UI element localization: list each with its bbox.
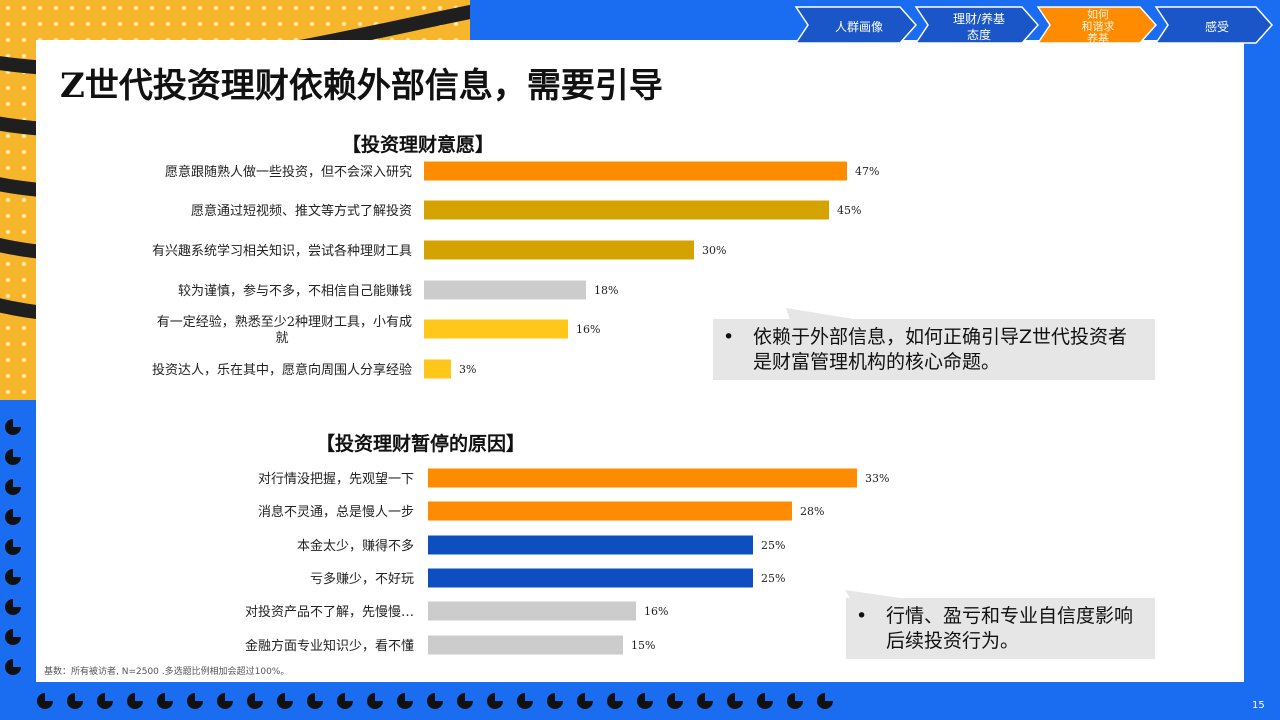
chart-1-category-label: 投资达人，乐在其中，愿意向周围人分享经验 [152,362,412,378]
chart-1-bar [424,200,829,220]
chart-2-bar [428,468,857,488]
pacman-dot [547,693,563,709]
nav-item-persona[interactable]: 人群画像 [834,20,883,34]
pacman-dot [5,479,21,495]
chart-2-bar [428,501,792,521]
pacman-dot [5,419,21,435]
pacman-dot [5,659,21,675]
nav-chevron-3[interactable] [1036,6,1158,44]
page-number: 15 [1252,700,1265,711]
nav-item-attitude[interactable]: 理财/养基 态度 [952,12,1006,42]
pacman-dot [487,693,503,709]
pacman-dot [787,693,803,709]
pacman-dot [157,693,173,709]
pacman-dot [247,693,263,709]
chart-1-data-label: 3% [459,363,476,376]
chart-2-data-label: 28% [800,505,824,518]
chart-1-data-label: 18% [594,284,618,297]
chart-1-category-label: 有兴趣系统学习相关知识，尝试各种理财工具 [152,243,412,259]
chart-1-bar [424,240,694,260]
nav-item-feeling[interactable]: 感受 [1204,20,1229,34]
nav-item-how[interactable]: 如何 和谐求 养基 [1081,8,1115,45]
nav-chevrons [794,6,1274,44]
callout-2-bullet: • [856,605,868,627]
chart-1-data-label: 16% [576,323,600,336]
chart-1-bar [424,280,586,300]
pacman-dot [5,599,21,615]
nav-chevron-1[interactable] [794,6,918,44]
pacman-dot [5,629,21,645]
pacman-dot [637,693,653,709]
chart-1-data-label: 30% [702,244,726,257]
chart-2-title: 【投资理财暂停的原因】 [316,433,526,455]
callout-2: • 行情、盈亏和专业自信度影响后续投资行为。 [846,598,1155,659]
pacman-dot [457,693,473,709]
chart-2-data-label: 25% [761,572,785,585]
chart-1-bar [424,359,451,379]
pacman-dot [367,693,383,709]
chart-2-bar [428,535,753,555]
footnote: 基数：所有被访者, N=2500 .多选题比例相加会超过100%。 [44,667,290,677]
pacman-dot [5,449,21,465]
chart-2-category-label: 对投资产品不了解，先慢慢… [245,604,414,620]
pacman-dot [307,693,323,709]
callout-1-text: 依赖于外部信息，如何正确引导Z世代投资者是财富管理机构的核心命题。 [753,326,1128,373]
pacman-dot [757,693,773,709]
chart-2-bar [428,635,623,655]
pacman-dot [337,693,353,709]
chart-1-data-label: 45% [837,204,861,217]
pacman-dot [187,693,203,709]
chart-2-data-label: 15% [631,639,655,652]
section-nav: 人群画像 理财/养基 态度 如何 和谐求 养基 感受 [794,5,1274,45]
pacman-dot [37,693,53,709]
chart-2-category-label: 金融方面专业知识少，看不懂 [245,638,414,654]
nav-chevron-2[interactable] [914,6,1040,44]
chart-1-bar [424,161,847,181]
pacman-dot [817,693,833,709]
pacman-dot [5,539,21,555]
chart-2-data-label: 25% [761,539,785,552]
chart-2-category-label: 对行情没把握，先观望一下 [258,471,414,487]
chart-1-category-label: 较为谨慎，参与不多，不相信自己能赚钱 [178,283,412,299]
pacman-dot [697,693,713,709]
pacman-dot [427,693,443,709]
chart-2-category-label: 亏多赚少，不好玩 [310,571,414,587]
pacman-dot [217,693,233,709]
nav-chevron-4[interactable] [1154,6,1274,44]
chart-1-bar [424,319,568,339]
pacman-dot [67,693,83,709]
chart-1-data-label: 47% [855,165,879,178]
chart-2-category-label: 本金太少，赚得不多 [297,538,414,554]
pacman-dot [397,693,413,709]
pacman-dot [727,693,743,709]
pacman-dot [517,693,533,709]
pacman-dot [97,693,113,709]
pacman-dot [127,693,143,709]
pacman-dot [5,509,21,525]
callout-1-bullet: • [723,326,735,348]
pacman-dot [577,693,593,709]
chart-2-bar [428,568,753,588]
chart-2-data-label: 16% [644,605,668,618]
chart-2-category-label: 消息不灵通，总是慢人一步 [258,504,414,520]
pacman-dot [277,693,293,709]
callout-2-text: 行情、盈亏和专业自信度影响后续投资行为。 [886,605,1134,652]
chart-2-bar [428,601,636,621]
chart-1-category-label: 愿意通过短视频、推文等方式了解投资 [191,203,412,219]
chart-1-category-label: 愿意跟随熟人做一些投资，但不会深入研究 [165,164,412,180]
chart-1-category-label: 有一定经验，熟悉至少2种理财工具，小有成 [157,314,412,330]
callout-1: • 依赖于外部信息，如何正确引导Z世代投资者是财富管理机构的核心命题。 [713,319,1155,380]
chart-2-data-label: 33% [865,472,889,485]
chart-1-category-label: 就 [275,331,288,346]
chart-1-title: 【投资理财意愿】 [342,134,495,156]
pacman-dot [607,693,623,709]
pacman-dot [667,693,683,709]
pacman-dot [5,569,21,585]
page-title: Z世代投资理财依赖外部信息，需要引导 [60,66,663,106]
decorative-dots [5,419,833,709]
